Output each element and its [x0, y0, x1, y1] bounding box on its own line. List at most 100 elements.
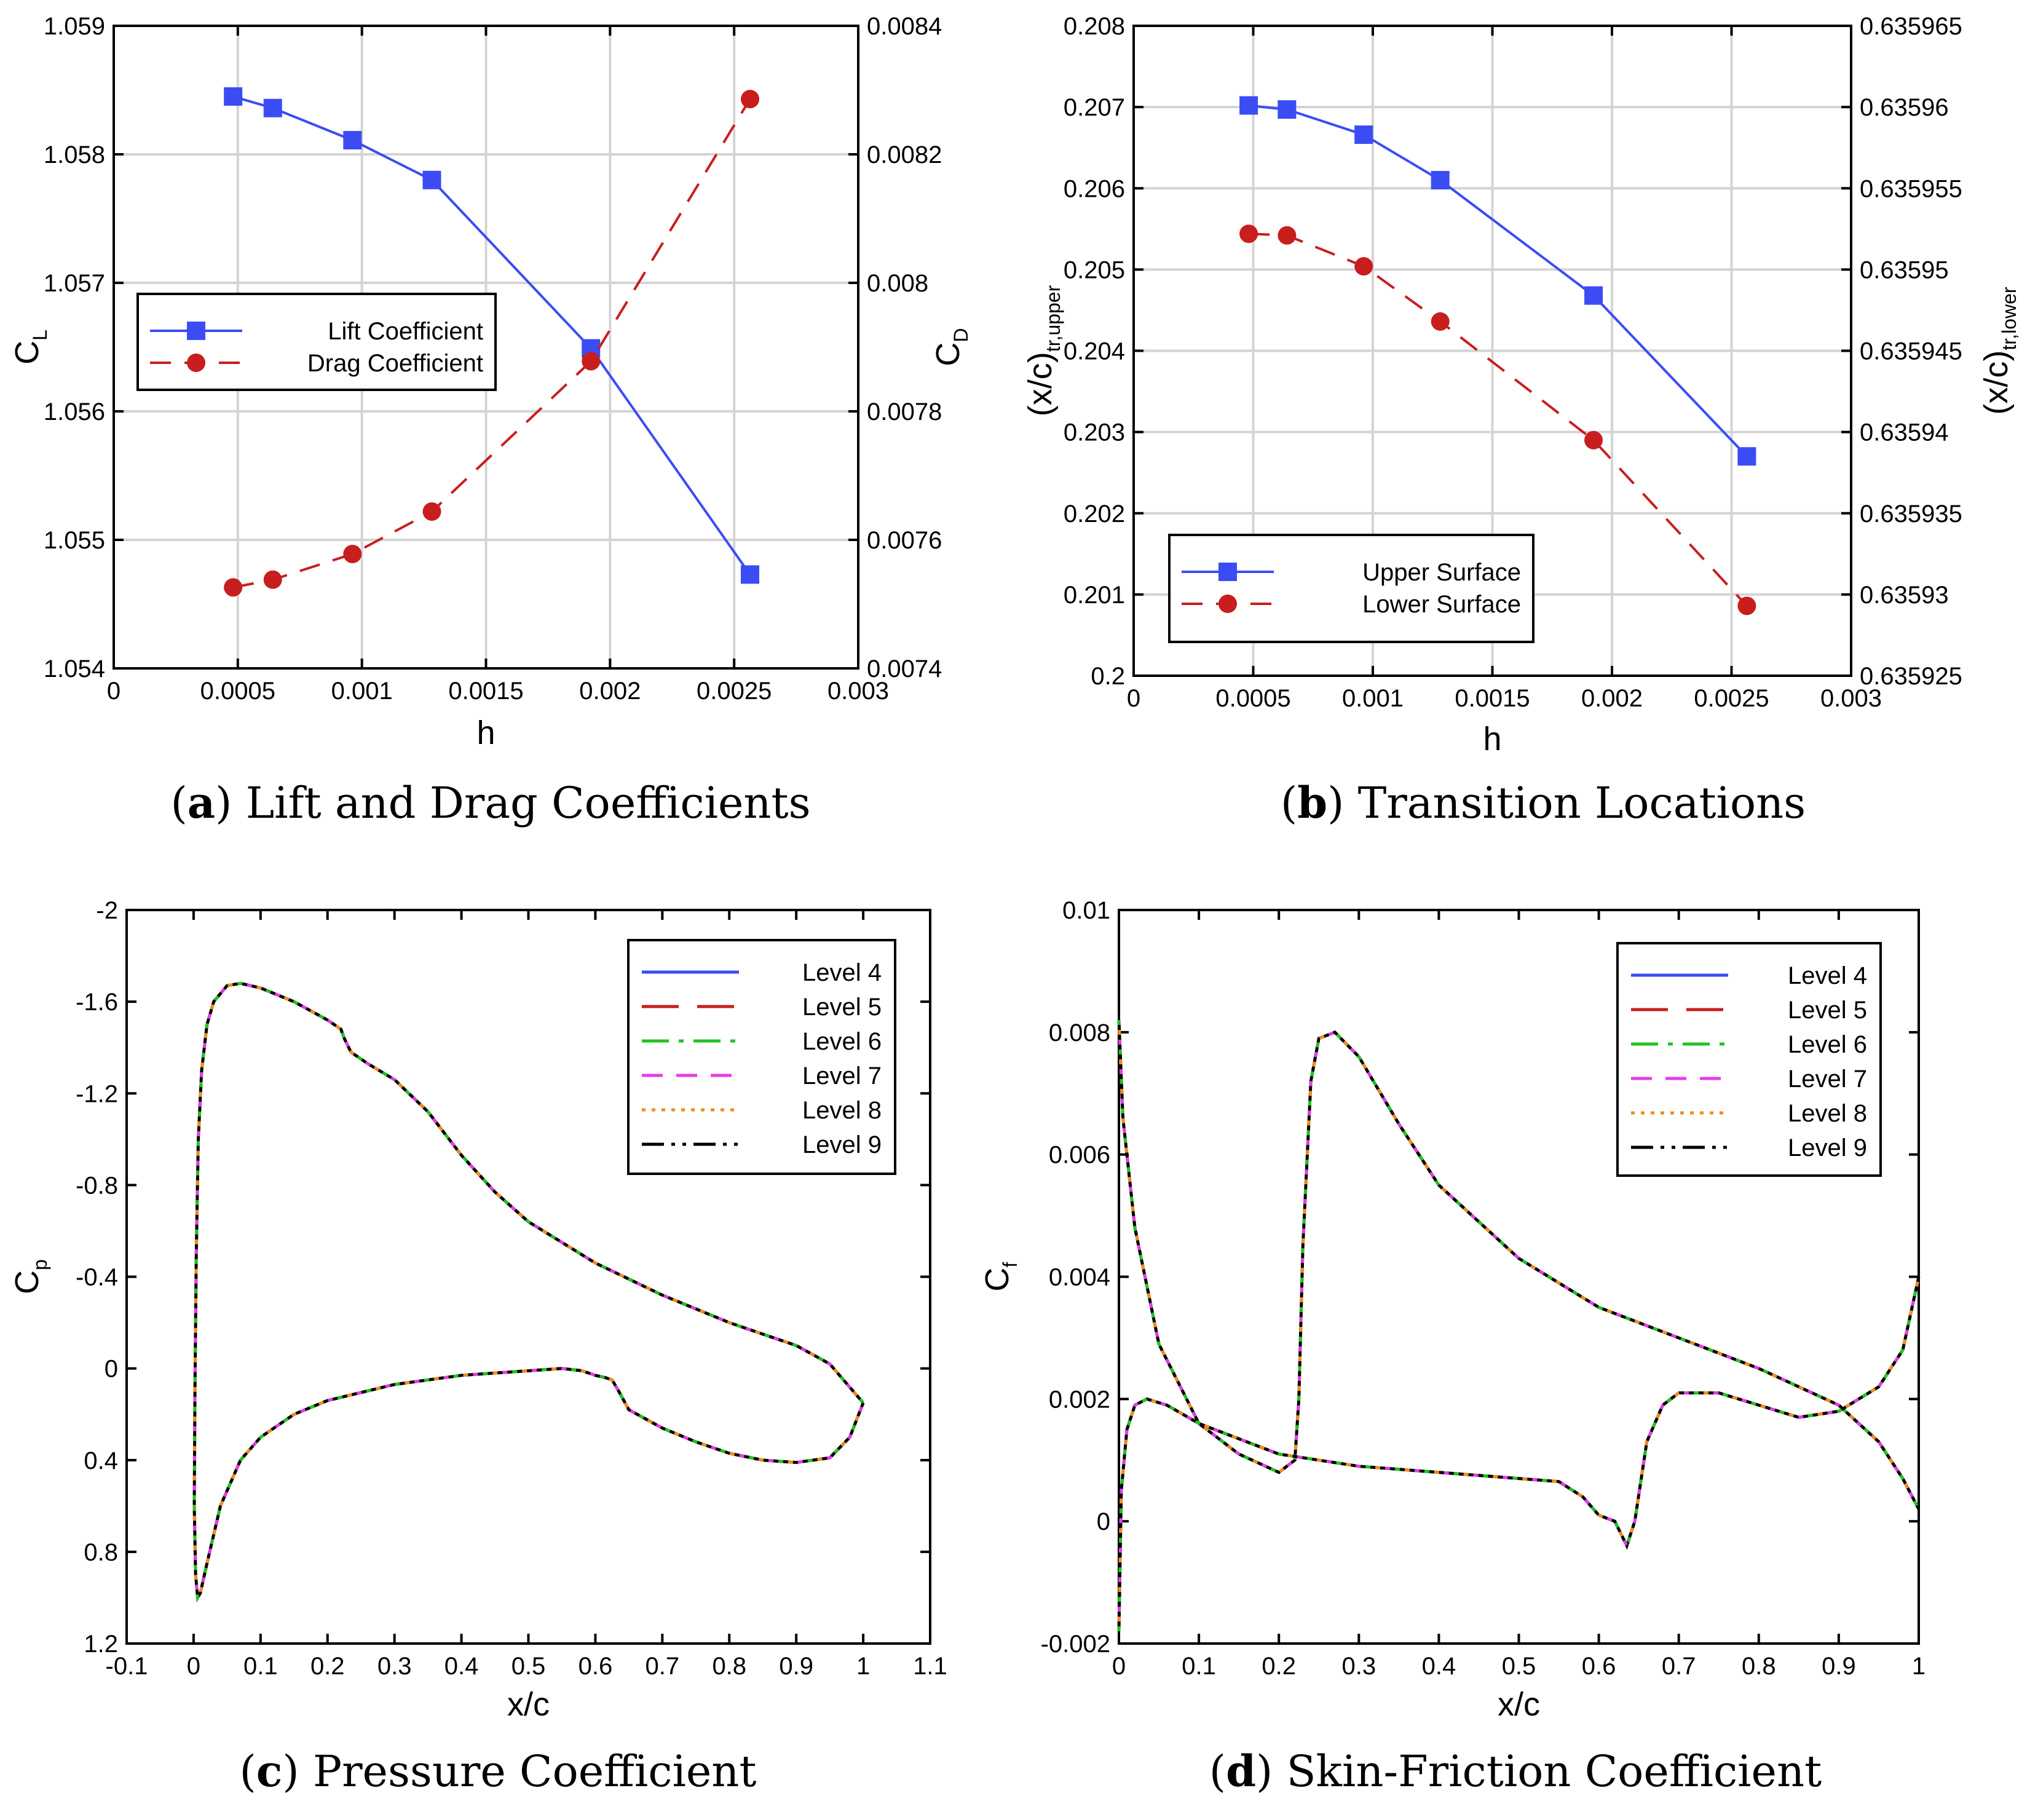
- y-tick-label: 0.002: [1049, 1386, 1110, 1413]
- data-point-circle: [263, 570, 282, 589]
- y-tick-label: 1.055: [44, 527, 105, 554]
- x-tick-label: 0.0005: [1215, 685, 1290, 712]
- data-point-square: [741, 565, 760, 584]
- x-tick-label: 0.9: [1822, 1653, 1856, 1680]
- data-point-square: [1354, 125, 1373, 144]
- y-tick-label: 0: [1097, 1508, 1110, 1535]
- panel-b: 0 0.0005 0.001 0.0015 0.002 0.0025 0.003 0.2 0.2…: [1064, 13, 1962, 758]
- y-tick-label: 0.01: [1062, 897, 1110, 924]
- x-axis-label: h: [1483, 721, 1501, 758]
- x-tick-label: 0.9: [779, 1653, 813, 1680]
- data-point-circle: [582, 352, 601, 371]
- x-tick-label: 0.4: [444, 1653, 479, 1680]
- series-line-upper-surface: [1248, 104, 1748, 457]
- curve-lower-level-8: [1117, 1276, 1921, 1632]
- y-tick-label: 0.4: [84, 1447, 118, 1474]
- legend-label: Level 5: [1788, 997, 1867, 1024]
- data-point-circle: [741, 90, 760, 109]
- data-point-square: [1584, 286, 1603, 305]
- y-tick-label: 0.201: [1064, 582, 1125, 609]
- x-tick-label: 0.2: [310, 1653, 345, 1680]
- y-tick-label: 1.2: [84, 1631, 118, 1658]
- data-point-circle: [187, 354, 205, 372]
- data-point-square: [1239, 96, 1258, 115]
- x-tick-label: 0.0015: [1455, 685, 1530, 712]
- x-tick-label: 0.0015: [448, 678, 523, 705]
- caption-c: (c) Pressure Coefficient: [239, 1746, 756, 1797]
- y-tick-label: 0.2: [1091, 663, 1125, 690]
- legend-label: Upper Surface: [1362, 559, 1521, 586]
- data-point-square: [1278, 100, 1297, 119]
- x-tick-label: 0.8: [1742, 1653, 1776, 1680]
- x-tick-label: 0: [1127, 685, 1140, 712]
- y-tick-label: 1.058: [44, 141, 105, 168]
- y-tick-label: -2: [96, 897, 118, 924]
- y-axis-label: (x/c)tr,upper: [1022, 285, 1064, 416]
- x-tick-label: 1: [1912, 1653, 1925, 1680]
- y-axis-label: Cf: [979, 1262, 1021, 1291]
- legend-label: Level 6: [802, 1028, 882, 1055]
- curve-lower-level-9: [192, 1367, 865, 1603]
- x-tick-label: 0.1: [243, 1653, 278, 1680]
- data-point-square: [343, 131, 362, 150]
- legend-label: Level 9: [802, 1131, 882, 1158]
- y2-axis-label: (x/c)tr,lower: [1978, 287, 2020, 414]
- x-tick-label: 0.002: [1581, 685, 1643, 712]
- legend-frame: [627, 939, 896, 1175]
- x-tick-label: 0.7: [646, 1653, 680, 1680]
- y2-tick-label: 0.635945: [1860, 338, 1962, 365]
- y2-tick-label: 0.008: [867, 270, 928, 297]
- x-tick-label: 0.1: [1182, 1653, 1216, 1680]
- y-tick-label: 1.054: [44, 655, 105, 682]
- y-tick-label: -0.4: [76, 1264, 118, 1291]
- x-tick-label: 0.3: [1341, 1653, 1376, 1680]
- data-point-circle: [422, 502, 441, 521]
- data-point-circle: [1218, 595, 1237, 613]
- legend-label: Lift Coefficient: [328, 318, 483, 345]
- x-axis-label: x/c: [1498, 1686, 1540, 1723]
- y-axis-label: Cp: [9, 1259, 51, 1294]
- x-tick-label: 0.6: [579, 1653, 613, 1680]
- y-tick-label: 0.006: [1049, 1142, 1110, 1169]
- legend-frame: [1168, 534, 1534, 643]
- x-tick-label: 1: [856, 1653, 870, 1680]
- caption-b: (b) Transition Locations: [1281, 777, 1806, 828]
- legend-label: Level 4: [1788, 962, 1867, 989]
- x-tick-label: 0.5: [1502, 1653, 1536, 1680]
- data-point-circle: [1737, 596, 1756, 615]
- y-tick-label: 0: [105, 1356, 118, 1383]
- y2-tick-label: 0.63593: [1860, 582, 1949, 609]
- y-tick-label: -0.8: [76, 1172, 118, 1199]
- data-point-square: [1218, 563, 1237, 581]
- y-tick-label: 0.208: [1064, 13, 1125, 40]
- y2-tick-label: 0.63596: [1860, 94, 1949, 121]
- x-tick-label: 0.0005: [200, 678, 275, 705]
- y-tick-label: 0.8: [84, 1539, 118, 1566]
- y-tick-label: 0.008: [1049, 1019, 1110, 1046]
- y-tick-label: -0.002: [1041, 1631, 1110, 1658]
- x-tick-label: 1.1: [913, 1653, 947, 1680]
- data-point-circle: [224, 578, 243, 597]
- x-tick-label: 0: [107, 678, 120, 705]
- y2-tick-label: 0.635965: [1860, 13, 1962, 40]
- y-tick-label: 0.004: [1049, 1264, 1110, 1291]
- curve-upper-level-9: [1117, 1019, 1921, 1510]
- x-tick-label: 0.002: [579, 678, 641, 705]
- y2-tick-label: 0.635925: [1860, 663, 1962, 690]
- x-axis-label: x/c: [507, 1686, 550, 1723]
- caption-d: (d) Skin-Friction Coefficient: [1209, 1746, 1822, 1797]
- x-tick-label: 0.0025: [1694, 685, 1769, 712]
- legend: Level 4 Level 5 Level 6 Level 7 Level 8 Level…: [1616, 942, 1882, 1177]
- legend-label: Level 8: [802, 1097, 882, 1124]
- legend: Level 4 Level 5 Level 6 Level 7 Level 8 Level…: [627, 939, 896, 1175]
- y-tick-label: 0.204: [1064, 338, 1125, 365]
- x-tick-label: 0.001: [1342, 685, 1404, 712]
- legend-label: Level 7: [802, 1062, 882, 1090]
- x-tick-label: 0: [1112, 1653, 1126, 1680]
- y2-axis-label: CD: [930, 328, 972, 366]
- data-point-square: [263, 98, 282, 117]
- y-tick-label: 1.059: [44, 13, 105, 40]
- legend-label: Level 4: [802, 959, 882, 986]
- data-point-circle: [343, 544, 362, 563]
